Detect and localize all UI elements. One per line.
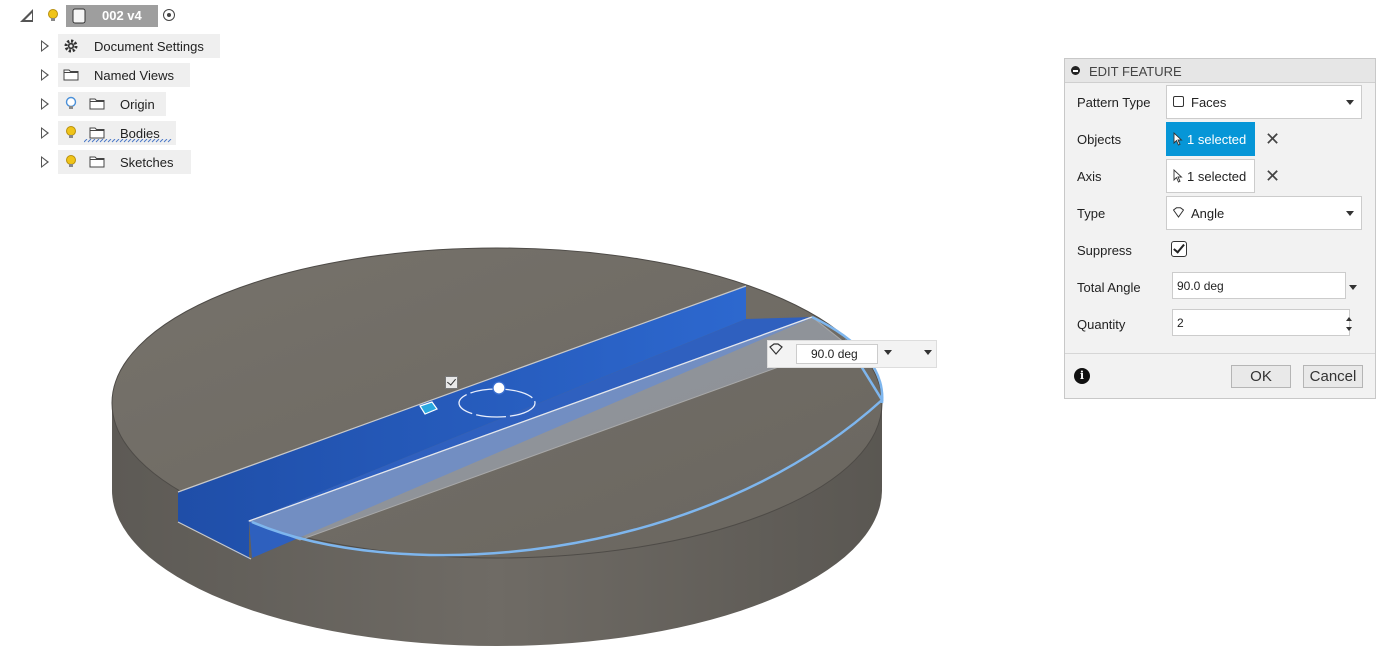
canvas-viewport[interactable]: 90.0 deg	[0, 180, 1060, 647]
total-angle-input[interactable]: 90.0 deg	[1172, 272, 1346, 299]
panel-header[interactable]: EDIT FEATURE	[1065, 59, 1375, 83]
tree-item-origin[interactable]	[58, 92, 166, 116]
type-dropdown[interactable]: Angle	[1166, 196, 1362, 230]
face-icon	[1173, 96, 1184, 107]
collapse-icon[interactable]	[1071, 66, 1080, 75]
divider	[1065, 353, 1375, 354]
quantity-stepper[interactable]	[1343, 312, 1357, 337]
expand-sketches-icon[interactable]	[41, 156, 49, 168]
expand-origin-icon[interactable]	[41, 98, 49, 110]
tree-item-sketches[interactable]	[58, 150, 191, 174]
angle-manipulator-input[interactable]: 90.0 deg	[767, 340, 937, 368]
folder-icon	[89, 98, 105, 110]
tree-item-named-views[interactable]	[58, 63, 190, 87]
pattern-type-label: Pattern Type	[1077, 95, 1151, 110]
visibility-bulb-icon[interactable]	[64, 96, 78, 112]
chevron-down-icon	[1346, 211, 1354, 216]
angle-icon[interactable]	[768, 341, 784, 357]
quantity-input[interactable]: 2	[1172, 309, 1350, 336]
gear-icon	[64, 39, 78, 53]
cursor-arrow-icon	[1173, 169, 1183, 183]
component-label: 002 v4	[102, 8, 142, 23]
suppress-checkbox[interactable]	[1171, 241, 1187, 257]
component-node[interactable]	[66, 5, 158, 27]
tree-item-label: Document Settings	[94, 39, 204, 54]
cursor-arrow-icon	[1173, 132, 1183, 146]
clear-objects-icon[interactable]: ✕	[1265, 129, 1281, 149]
suppress-label: Suppress	[1077, 243, 1132, 258]
quantity-label: Quantity	[1077, 317, 1126, 332]
objects-label: Objects	[1077, 132, 1122, 147]
component-icon	[72, 8, 86, 24]
axis-select-button[interactable]: 1 selected	[1166, 159, 1255, 193]
selection-hatch	[84, 139, 172, 143]
axis-selection-count: 1 selected	[1187, 169, 1247, 184]
chevron-down-icon[interactable]	[924, 350, 932, 355]
expand-named-views-icon[interactable]	[41, 69, 49, 81]
clear-axis-icon[interactable]: ✕	[1265, 166, 1281, 186]
chevron-down-icon[interactable]	[1349, 285, 1357, 290]
info-icon[interactable]: i	[1074, 368, 1090, 384]
increment-icon[interactable]	[1346, 317, 1352, 321]
chevron-down-icon	[1346, 100, 1354, 105]
type-value: Angle	[1191, 206, 1225, 221]
tree-item-label: Named Views	[94, 68, 174, 83]
tree-item-label: Origin	[120, 97, 155, 112]
tree-item-label: Bodies	[120, 126, 160, 141]
type-label: Type	[1077, 206, 1106, 221]
visibility-bulb-icon[interactable]	[46, 8, 60, 24]
cancel-button[interactable]: Cancel	[1303, 365, 1363, 388]
visibility-bulb-icon[interactable]	[64, 125, 78, 141]
axis-label: Axis	[1077, 169, 1102, 184]
folder-icon	[63, 69, 79, 81]
chevron-down-icon[interactable]	[884, 350, 892, 355]
collapse-root-icon[interactable]	[20, 9, 33, 22]
suppress-toggle-checkbox[interactable]	[445, 376, 458, 389]
browser-tree: 002 v4 Document Settings Named Views Ori…	[0, 0, 300, 180]
decrement-icon[interactable]	[1346, 327, 1352, 331]
pattern-type-dropdown[interactable]: Faces	[1166, 85, 1362, 119]
tree-item-label: Sketches	[120, 155, 174, 170]
edit-feature-panel: EDIT FEATURE Pattern Type Faces Objects …	[1064, 58, 1376, 399]
angle-value-field[interactable]: 90.0 deg	[796, 344, 878, 364]
pattern-type-value: Faces	[1191, 95, 1227, 110]
objects-select-button[interactable]: 1 selected	[1166, 122, 1255, 156]
objects-selection-count: 1 selected	[1187, 132, 1247, 147]
visibility-bulb-icon[interactable]	[64, 154, 78, 170]
folder-icon	[89, 156, 105, 168]
activate-radio-icon[interactable]	[163, 9, 175, 21]
tree-item-document-settings[interactable]	[58, 34, 220, 58]
total-angle-label: Total Angle	[1077, 280, 1141, 295]
folder-icon	[89, 127, 105, 139]
model-disc[interactable]	[0, 180, 1060, 647]
expand-bodies-icon[interactable]	[41, 127, 49, 139]
panel-title: EDIT FEATURE	[1089, 64, 1182, 79]
expand-document-settings-icon[interactable]	[41, 40, 49, 52]
ok-button[interactable]: OK	[1231, 365, 1291, 388]
angle-icon	[1173, 207, 1184, 218]
